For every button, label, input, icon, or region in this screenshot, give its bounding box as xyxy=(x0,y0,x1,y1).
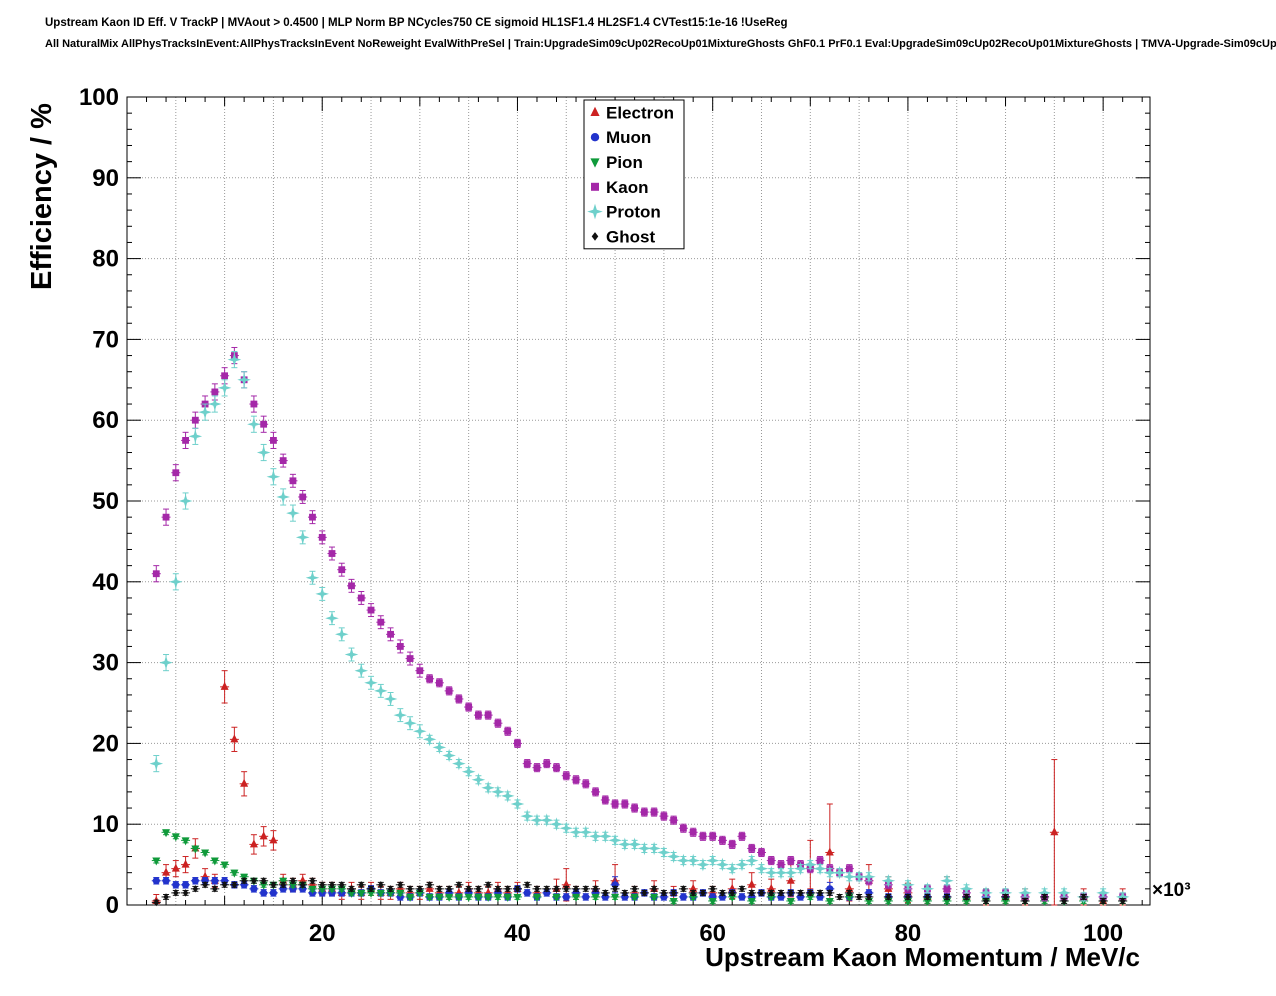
y-tick-label: 50 xyxy=(92,488,119,515)
plot-header-line2: All NaturalMix AllPhysTracksInEvent:AllP… xyxy=(45,38,1276,50)
x-tick-label: 100 xyxy=(1083,920,1123,947)
x-axis-title: Upstream Kaon Momentum / MeV/c xyxy=(705,942,1140,972)
legend: Electron Muon Pion Kaon Proton Ghost xyxy=(583,99,685,250)
y-tick-label: 70 xyxy=(92,326,119,353)
legend-label-muon: Muon xyxy=(606,128,651,147)
axis-ticks xyxy=(127,97,1150,905)
y-tick-label: 40 xyxy=(92,569,119,596)
x-tick-label: 80 xyxy=(895,920,922,947)
plot-header-line1: Upstream Kaon ID Eff. V TrackP | MVAout … xyxy=(45,17,788,29)
x-tick-label: 40 xyxy=(504,920,531,947)
x-axis-exponent: ×10³ xyxy=(1152,880,1191,901)
series-ghost xyxy=(151,877,1128,907)
y-tick-labels: 0 10 20 30 40 50 60 70 80 90 100 xyxy=(79,84,119,919)
legend-label-ghost: Ghost xyxy=(606,227,655,246)
y-tick-label: 100 xyxy=(79,84,119,111)
y-axis-title: Efficiency / % xyxy=(26,103,58,290)
x-tick-label: 20 xyxy=(309,920,336,947)
series-muon xyxy=(151,876,1128,901)
x-tick-labels: 20 40 60 80 100 xyxy=(309,920,1123,947)
x-tick-label: 60 xyxy=(699,920,726,947)
legend-label-proton: Proton xyxy=(606,203,661,222)
legend-label-kaon: Kaon xyxy=(606,178,649,197)
series-electron xyxy=(151,670,1128,906)
legend-label-pion: Pion xyxy=(606,153,643,172)
y-tick-label: 60 xyxy=(92,407,119,434)
y-tick-label: 90 xyxy=(92,165,119,192)
y-tick-label: 10 xyxy=(92,811,119,838)
legend-label-electron: Electron xyxy=(606,103,674,122)
y-tick-label: 0 xyxy=(106,892,119,919)
y-tick-label: 30 xyxy=(92,650,119,677)
series-proton xyxy=(149,351,1130,904)
series-pion xyxy=(151,829,1128,906)
y-tick-label: 80 xyxy=(92,246,119,273)
y-tick-label: 20 xyxy=(92,730,119,757)
legend-box xyxy=(583,99,685,250)
series-kaon xyxy=(151,346,1128,902)
gridlines xyxy=(127,97,1150,905)
